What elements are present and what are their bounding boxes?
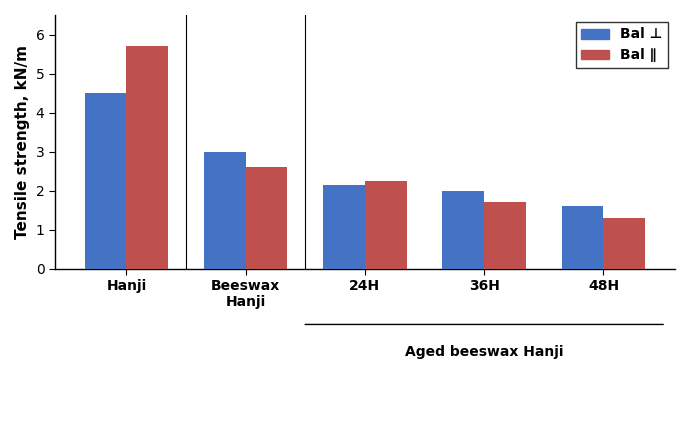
Bar [85, 93, 126, 269]
Bar [126, 46, 168, 269]
Bar [365, 181, 406, 269]
Bar [246, 167, 288, 269]
Text: Aged beeswax Hanji: Aged beeswax Hanji [405, 345, 564, 359]
Bar [442, 191, 484, 269]
Bar [604, 218, 645, 269]
Legend: Bal ⊥, Bal ∥: Bal ⊥, Bal ∥ [576, 22, 668, 68]
Bar [204, 152, 246, 269]
Bar [562, 206, 604, 269]
Bar [484, 202, 526, 269]
Bar [323, 185, 365, 269]
Y-axis label: Tensile strength, kN/m: Tensile strength, kN/m [15, 45, 30, 239]
